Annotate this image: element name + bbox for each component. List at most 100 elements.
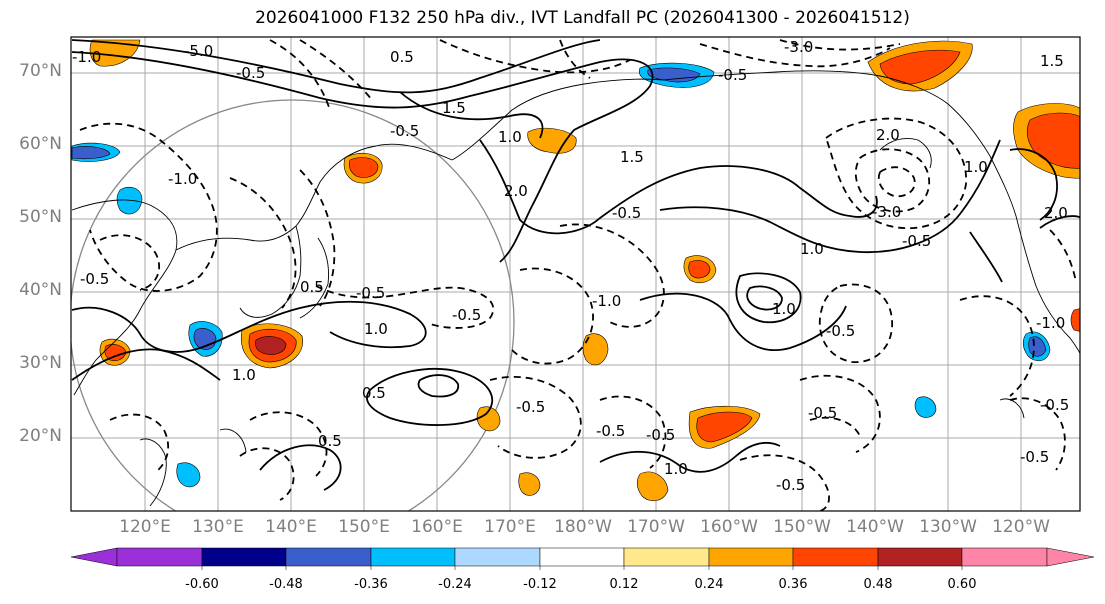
colorbar-tick-label: -0.48 [269, 577, 303, 592]
ivt-positive-core [696, 411, 753, 443]
lon-label: 160°W [700, 517, 758, 537]
lat-label: 40°N [19, 280, 62, 300]
colorbar-segment [454, 547, 541, 567]
contour-label: -1.0 [168, 170, 197, 188]
contour-label: -0.5 [1040, 396, 1069, 414]
colorbar-tick-label: 0.60 [947, 577, 977, 592]
contour-label: 2.0 [876, 126, 900, 144]
contour-label: -0.5 [646, 426, 675, 444]
lat-label: 70°N [19, 61, 62, 81]
contour-label: 1.5 [442, 99, 466, 117]
ivt-positive-core [348, 157, 379, 178]
lat-label: 60°N [19, 134, 62, 154]
colorbar-segment [877, 547, 963, 567]
colorbar-segment [792, 547, 879, 567]
ivt-negative-blob [176, 462, 201, 488]
colorbar-tick-label: 0.36 [778, 577, 808, 592]
lon-label: 180°W [554, 517, 612, 537]
contour-label: 1.0 [498, 128, 522, 146]
lon-label: 120°E [119, 517, 171, 537]
contour-label: -0.5 [390, 122, 419, 140]
lon-label: 130°W [919, 517, 977, 537]
contour-label: 0.5 [362, 384, 386, 402]
ivt-positive-blob [636, 471, 669, 502]
ivt-positive-core [255, 336, 287, 355]
contour-label: 1.0 [364, 320, 388, 338]
ivt-positive-blob [476, 406, 501, 432]
contour-label: -0.5 [356, 284, 385, 302]
colorbar-tick-label: -0.36 [354, 577, 388, 592]
colorbar-segment [201, 547, 287, 567]
colorbar-segment [961, 547, 1048, 567]
contour-label: 0.5 [300, 278, 324, 296]
colorbar-segment [285, 547, 372, 567]
lat-label: 50°N [19, 207, 62, 227]
divergence-contours-positive [71, 39, 1080, 491]
colorbar-tick-label: -0.24 [438, 577, 472, 592]
lon-label: 140°E [265, 517, 317, 537]
contour-label: -0.5 [826, 322, 855, 340]
map-background [71, 37, 1080, 511]
coastlines [71, 70, 1080, 507]
lon-label: 140°W [846, 517, 904, 537]
map-frame [70, 36, 1081, 512]
ivt-negative-core [71, 146, 111, 160]
contour-label: 2.0 [1044, 204, 1068, 222]
colorbar-tick-label: -0.12 [523, 577, 557, 592]
contour-label: -1.0 [592, 292, 621, 310]
ivt-negative-blob [116, 187, 143, 215]
lon-label: 150°W [773, 517, 831, 537]
colorbar-extend-max [1046, 547, 1095, 567]
contour-label: -0.5 [776, 476, 805, 494]
contour-label: -0.5 [516, 398, 545, 416]
ivt-positive-core [104, 344, 127, 362]
contour-label: 0.5 [318, 432, 342, 450]
lat-label: 20°N [19, 426, 62, 446]
contour-label: -1.0 [72, 48, 101, 66]
contour-label: 1.5 [620, 148, 644, 166]
contour-label: -0.5 [1020, 448, 1049, 466]
lat-label: 30°N [19, 353, 62, 373]
colorbar-extend-min [70, 547, 118, 567]
contour-label: 1.0 [664, 460, 688, 478]
contour-label: -0.5 [718, 66, 747, 84]
colorbar [70, 547, 1095, 570]
lon-label: 130°E [192, 517, 244, 537]
contour-label: 0.5 [390, 48, 414, 66]
contour-label: 1.0 [800, 240, 824, 258]
contour-label: 1.0 [232, 366, 256, 384]
colorbar-tick-label: 0.24 [694, 577, 724, 592]
colorbar-segment [370, 547, 456, 567]
contour-label: -1.0 [1036, 314, 1065, 332]
ivt-positive-blob [527, 127, 577, 154]
ivt-negative-blob [518, 472, 541, 496]
landfall-region-circle [71, 99, 515, 511]
contour-labels: -5.0 -3.0 -1.0 -0.5 0.5 -0.5 1.5 -0.5 1.… [72, 38, 1069, 494]
colorbar-segment [539, 547, 625, 567]
contour-label: -5.0 [184, 42, 213, 60]
colorbar-tick-label: 0.12 [609, 577, 639, 592]
ivt-negative-blob [914, 396, 937, 418]
colorbar-tick-label: 0.48 [863, 577, 893, 592]
contour-label: -0.5 [596, 422, 625, 440]
contour-label: 1.0 [772, 300, 796, 318]
lon-label: 170°E [484, 517, 536, 537]
contour-label: -0.5 [808, 404, 837, 422]
divergence-contours-negative [79, 39, 1077, 511]
contour-label: -0.5 [902, 232, 931, 250]
contour-label: -0.5 [612, 204, 641, 222]
colorbar-segment [708, 547, 794, 567]
contour-label: -0.5 [236, 64, 265, 82]
contour-label: -0.5 [80, 270, 109, 288]
colorbar-segment [116, 547, 203, 567]
lon-label: 120°W [992, 517, 1050, 537]
contour-label: 1.0 [964, 158, 988, 176]
lon-label: 150°E [338, 517, 390, 537]
contour-label: -3.0 [872, 203, 901, 221]
ivt-positive-blob [89, 39, 141, 67]
ivt-negative-core [647, 67, 701, 83]
ivt-positive-blob [582, 333, 609, 366]
ivt-positive-blob [1070, 308, 1080, 332]
plot-title: 2026041000 F132 250 hPa div., IVT Landfa… [255, 8, 910, 28]
